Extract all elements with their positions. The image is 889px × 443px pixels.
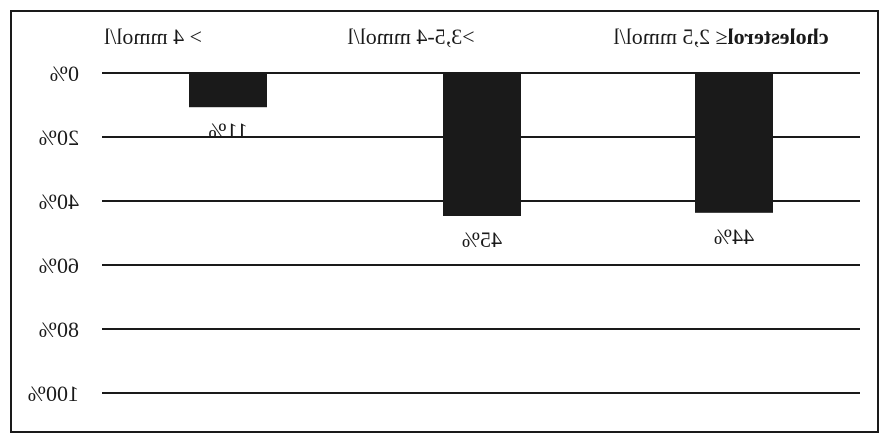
bar-3: [695, 73, 773, 213]
y-tick-label-100: 100%: [28, 381, 79, 406]
y-tick-label-60: 60%: [39, 253, 79, 278]
category-label-3: > 4 mmol/l: [104, 24, 202, 49]
y-axis-ticks: 0% 20% 40% 60% 80% 100%: [28, 61, 79, 406]
bar-2: [443, 73, 521, 216]
data-label-3: 44%: [714, 224, 754, 249]
data-label-2: 45%: [462, 227, 502, 252]
mirrored-plot: 0% 20% 40% 60% 80% 100% 11% 45% 44% cholesterol…: [28, 24, 860, 406]
category-label-1: cholesterol≤ 2,5 mmol/l: [613, 24, 828, 49]
category-label-2: >3,5-4 mmol/l: [347, 24, 474, 49]
y-tick-label-20: 20%: [39, 125, 79, 150]
bars: [189, 73, 773, 216]
category-labels: cholesterol≤ 2,5 mmol/l >3,5-4 mmol/l > 4 …: [104, 24, 829, 49]
y-tick-label-40: 40%: [39, 189, 79, 214]
chart-frame: [10, 10, 879, 433]
data-label-1: 11%: [208, 118, 248, 143]
bar-1: [189, 73, 267, 108]
y-tick-label-80: 80%: [39, 317, 79, 342]
y-tick-label-0: 0%: [50, 61, 79, 86]
data-labels: 11% 45% 44%: [208, 118, 754, 252]
